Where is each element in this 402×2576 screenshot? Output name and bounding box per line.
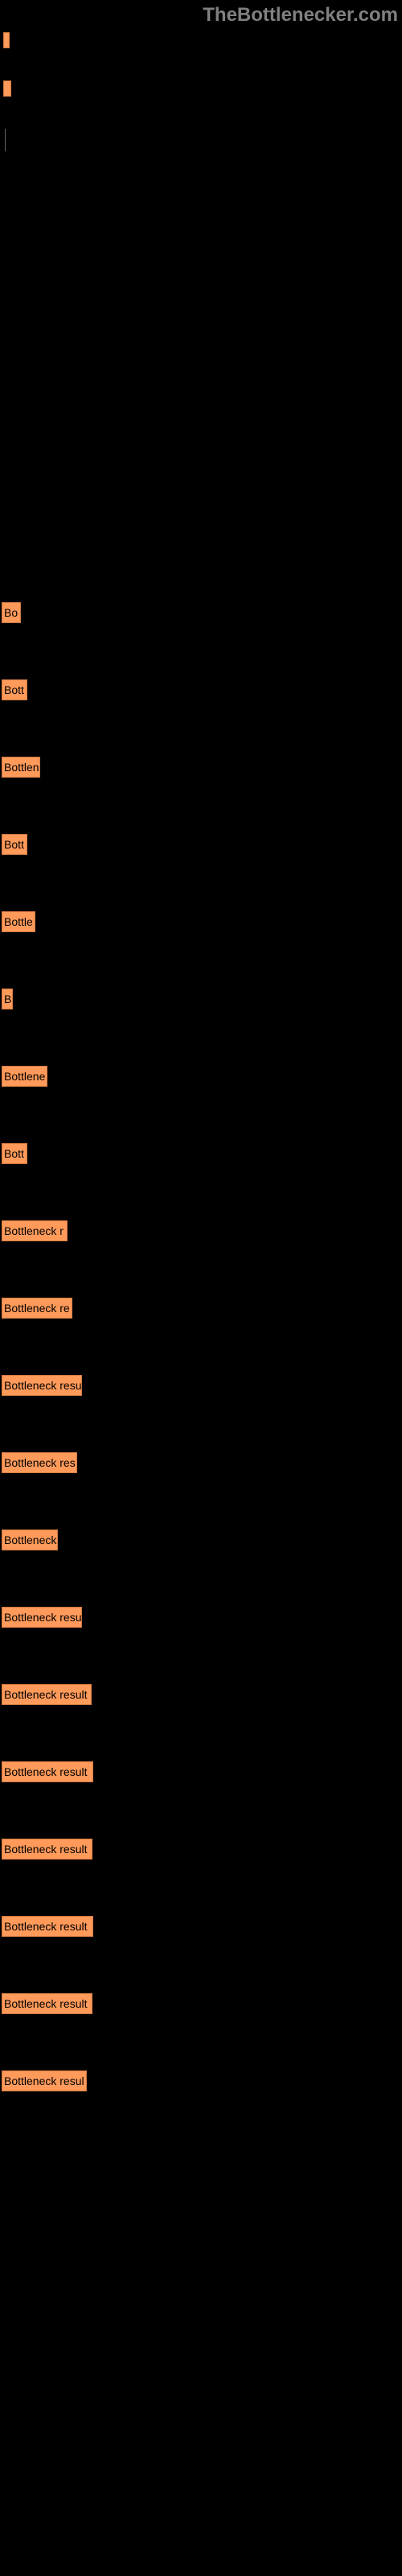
chart-row: Bottlen <box>2 757 402 782</box>
chart-row: Bottleneck resu <box>2 1375 402 1400</box>
chart-bar: Bottleneck re <box>2 1298 72 1319</box>
chart-row: Bo <box>2 602 402 627</box>
chart-bar: Bottleneck res <box>2 1452 77 1473</box>
chart-bar: Bottlene <box>2 1066 47 1087</box>
chart-row: Bottlene <box>2 1066 402 1091</box>
chart-row: B <box>2 989 402 1013</box>
chart-row: Bottleneck result <box>2 1993 402 2018</box>
bottleneck-chart: Bo Bott Bottlen Bott Bottle B Bottlene Bott Bott… <box>0 602 402 2095</box>
chart-row: Bottleneck resu <box>2 1607 402 1632</box>
indicator-box-1 <box>3 32 10 48</box>
chart-bar: Bott <box>2 1143 27 1164</box>
chart-bar: Bottleneck resu <box>2 1607 82 1628</box>
chart-row: Bottle <box>2 911 402 936</box>
chart-bar: Bottleneck resul <box>2 2070 87 2091</box>
chart-bar: Bottleneck result <box>2 1684 92 1705</box>
chart-row: Bottleneck <box>2 1530 402 1554</box>
watermark: TheBottlenecker.com <box>203 4 398 27</box>
chart-bar: Bo <box>2 602 21 623</box>
chart-row: Bott <box>2 834 402 859</box>
chart-bar: Bott <box>2 679 27 700</box>
chart-row: Bott <box>2 679 402 704</box>
chart-bar: Bottleneck result <box>2 1916 93 1937</box>
chart-row: Bottleneck result <box>2 1761 402 1786</box>
chart-bar: Bottleneck result <box>2 1761 93 1782</box>
chart-bar: Bottleneck <box>2 1530 58 1550</box>
chart-row: Bottleneck resul <box>2 2070 402 2095</box>
chart-row: Bottleneck result <box>2 1916 402 1941</box>
chart-bar: Bott <box>2 834 27 855</box>
chart-bar: Bottleneck result <box>2 1993 92 2014</box>
chart-row: Bottleneck result <box>2 1839 402 1864</box>
chart-row: Bottleneck result <box>2 1684 402 1709</box>
chart-bar: Bottlen <box>2 757 40 778</box>
chart-bar: B <box>2 989 13 1009</box>
chart-row: Bottleneck re <box>2 1298 402 1323</box>
chart-row: Bottleneck res <box>2 1452 402 1477</box>
vertical-divider <box>5 129 6 151</box>
chart-row: Bottleneck r <box>2 1220 402 1245</box>
indicator-box-2 <box>3 80 11 97</box>
chart-bar: Bottleneck result <box>2 1839 92 1860</box>
chart-bar: Bottleneck resu <box>2 1375 82 1396</box>
chart-bar: Bottle <box>2 911 35 932</box>
chart-row: Bott <box>2 1143 402 1168</box>
chart-bar: Bottleneck r <box>2 1220 68 1241</box>
